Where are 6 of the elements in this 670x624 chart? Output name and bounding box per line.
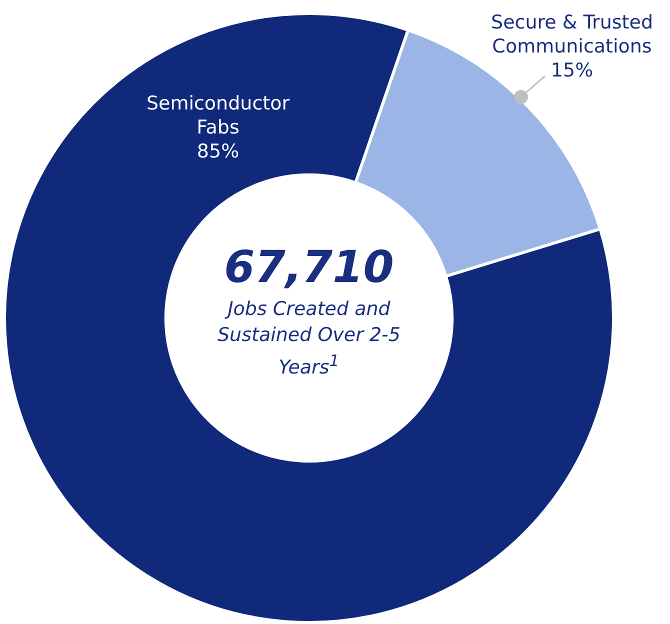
data-label: 15%: [550, 59, 594, 82]
text: 67,710: [223, 241, 395, 295]
slice-label: Semiconductor Fabs: [146, 92, 290, 138]
slice-label: Secure & Trusted Communications: [491, 11, 653, 58]
text: Jobs Created and Sustained Over 2-5 Years$^{1}$: [216, 297, 402, 380]
data-label: 85%: [196, 140, 240, 162]
